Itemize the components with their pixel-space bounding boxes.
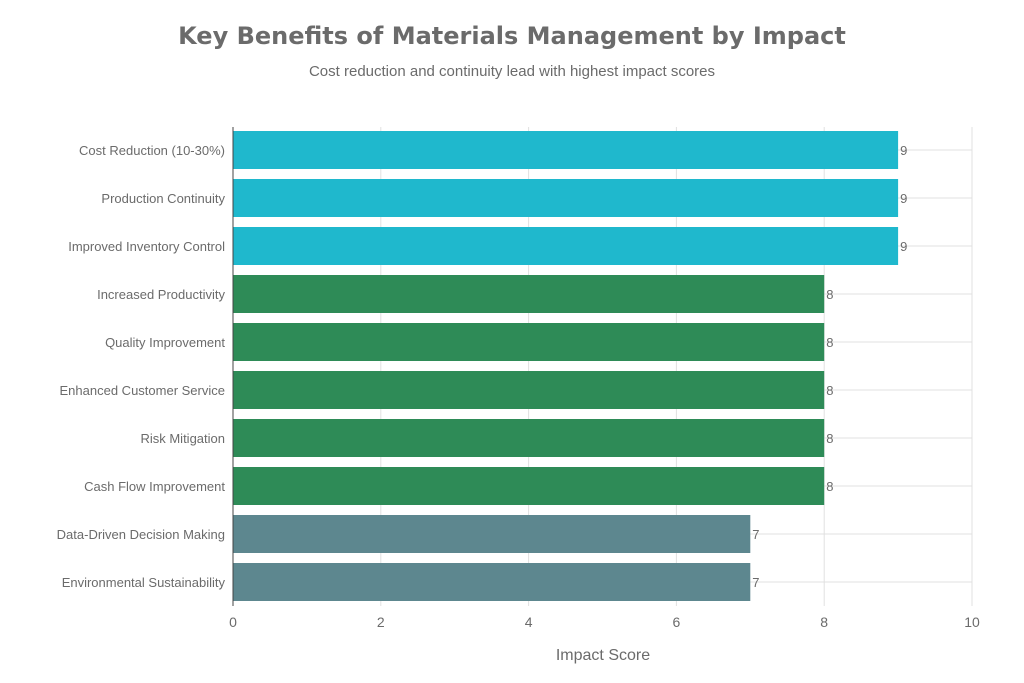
data-label: 8 bbox=[826, 335, 833, 350]
x-tick-label: 0 bbox=[229, 614, 237, 630]
bars bbox=[233, 131, 899, 601]
chart-title: Key Benefits of Materials Management by … bbox=[178, 22, 846, 50]
y-tick-label: Cash Flow Improvement bbox=[84, 479, 225, 494]
bar bbox=[233, 323, 825, 361]
data-label: 7 bbox=[752, 527, 759, 542]
y-tick-label: Data-Driven Decision Making bbox=[57, 527, 225, 542]
data-label: 8 bbox=[826, 287, 833, 302]
y-tick-label: Environmental Sustainability bbox=[62, 575, 226, 590]
y-tick-label: Increased Productivity bbox=[97, 287, 225, 302]
bar bbox=[233, 371, 825, 409]
data-label: 9 bbox=[900, 143, 907, 158]
x-axis-label: Impact Score bbox=[556, 647, 650, 664]
x-tick-label: 2 bbox=[377, 614, 385, 630]
data-label: 7 bbox=[752, 575, 759, 590]
data-label: 8 bbox=[826, 383, 833, 398]
y-tick-label: Risk Mitigation bbox=[140, 431, 225, 446]
bar bbox=[233, 515, 751, 553]
data-label: 8 bbox=[826, 431, 833, 446]
x-tick-label: 10 bbox=[964, 614, 980, 630]
labels: 0 2 4 6 8 10 Cost Reduction (10-30%) 9 Productio… bbox=[57, 143, 980, 630]
x-tick-label: 4 bbox=[525, 614, 533, 630]
y-tick-label: Quality Improvement bbox=[105, 335, 225, 350]
x-tick-label: 8 bbox=[820, 614, 828, 630]
x-tick-label: 6 bbox=[673, 614, 681, 630]
bar bbox=[233, 275, 825, 313]
y-tick-label: Enhanced Customer Service bbox=[60, 383, 225, 398]
y-tick-label: Improved Inventory Control bbox=[68, 239, 225, 254]
bar bbox=[233, 131, 899, 169]
data-label: 9 bbox=[900, 239, 907, 254]
bar bbox=[233, 563, 751, 601]
y-tick-label: Cost Reduction (10-30%) bbox=[79, 143, 225, 158]
y-tick-label: Production Continuity bbox=[101, 191, 225, 206]
data-label: 8 bbox=[826, 479, 833, 494]
bar bbox=[233, 419, 825, 457]
bar bbox=[233, 227, 899, 265]
chart-subtitle: Cost reduction and continuity lead with … bbox=[309, 63, 715, 80]
bar bbox=[233, 467, 825, 505]
data-label: 9 bbox=[900, 191, 907, 206]
bar bbox=[233, 179, 899, 217]
